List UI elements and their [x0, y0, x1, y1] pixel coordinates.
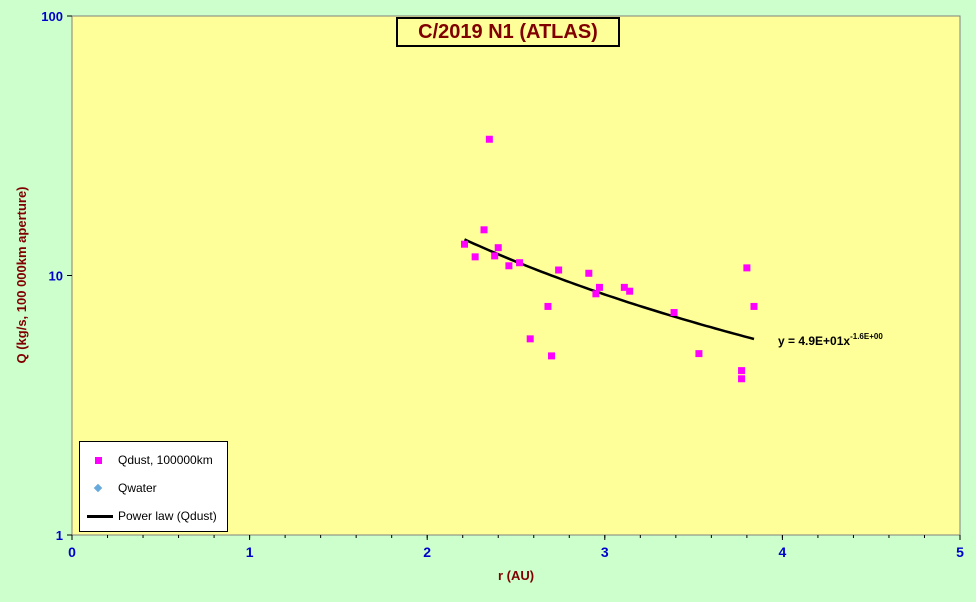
x-tick-label: 0: [68, 544, 76, 560]
qdust-point: [592, 290, 600, 298]
legend-label-powerlaw: Power law (Qdust): [118, 509, 217, 523]
qdust-point: [620, 283, 628, 291]
qdust-point: [548, 352, 556, 360]
qdust-point: [491, 252, 499, 260]
qdust-point: [743, 264, 751, 272]
qdust-swatch: [95, 457, 102, 464]
qdust-point: [460, 240, 468, 248]
x-axis-title: r (AU): [498, 568, 534, 583]
qdust-point: [695, 350, 703, 358]
x-tick-label: 1: [246, 544, 254, 560]
y-axis-title: Q (kg/s, 100 000km aperture): [14, 186, 29, 363]
qdust-point: [505, 262, 513, 270]
y-tick-label: 100: [41, 9, 63, 24]
qwater-swatch: [93, 483, 103, 493]
legend-item-qdust: Qdust, 100000km: [80, 450, 227, 470]
x-tick-label: 4: [779, 544, 787, 560]
x-tick-label: 2: [423, 544, 431, 560]
y-axis: 1 10 100: [41, 9, 72, 543]
y-tick-label: 10: [49, 269, 63, 284]
data-points: [460, 135, 758, 383]
trendline: [463, 238, 755, 341]
legend: Qdust, 100000km Qwater Power law (Qdust): [79, 441, 228, 532]
qdust-point: [738, 375, 746, 383]
qdust-point: [595, 283, 603, 291]
legend-label-qwater: Qwater: [118, 481, 157, 495]
qdust-point: [526, 335, 534, 343]
equation-main: y = 4.9E+01x: [778, 334, 851, 348]
legend-label-qdust: Qdust, 100000km: [118, 453, 213, 467]
x-axis: 0 1 2 3 4 5: [68, 535, 964, 560]
qdust-point: [750, 302, 758, 310]
powerlaw-swatch: [87, 515, 113, 518]
chart-title: C/2019 N1 (ATLAS): [418, 20, 598, 43]
y-tick-label: 1: [56, 528, 63, 543]
qdust-point: [670, 309, 678, 317]
equation-exponent: -1.6E+00: [850, 332, 883, 341]
qdust-point: [494, 244, 502, 252]
qdust-point: [544, 302, 552, 310]
qdust-point: [485, 135, 493, 143]
x-tick-label: 5: [956, 544, 964, 560]
qdust-point: [555, 266, 563, 274]
legend-item-qwater: Qwater: [80, 478, 227, 498]
legend-item-powerlaw: Power law (Qdust): [80, 506, 227, 526]
qdust-point: [738, 367, 746, 375]
qdust-point: [626, 287, 634, 295]
qdust-point: [585, 269, 593, 277]
qdust-point: [480, 226, 488, 234]
x-tick-label: 3: [601, 544, 609, 560]
chart-title-box: C/2019 N1 (ATLAS): [396, 17, 620, 47]
qdust-point: [516, 259, 524, 267]
trendline-equation: y = 4.9E+01x-1.6E+00: [778, 332, 883, 348]
qdust-point: [471, 253, 479, 261]
